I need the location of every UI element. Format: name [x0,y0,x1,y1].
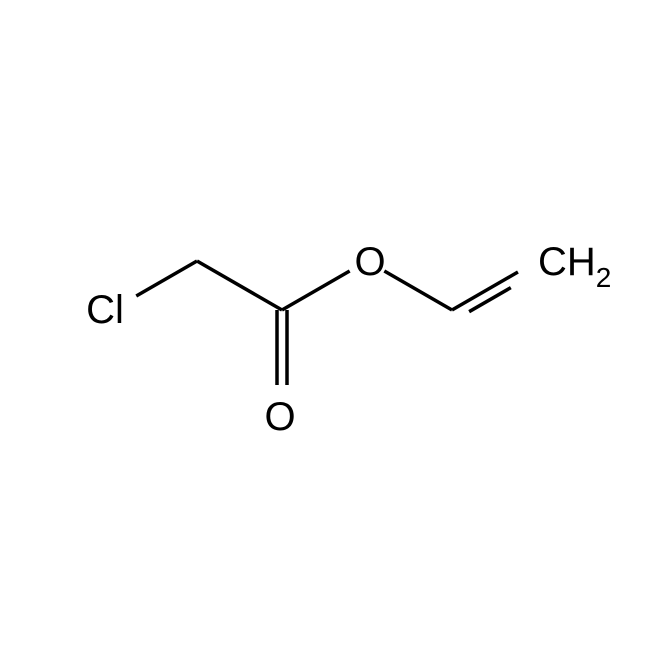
atom-o-ester: O [354,240,385,284]
bond-line [469,288,511,312]
atom-cl: Cl [86,288,124,332]
bond-line [197,261,282,310]
atom-o-carbonyl: O [264,395,295,439]
molecule-diagram: Cl O O CH2 [0,0,650,650]
bond-line [136,261,197,296]
bond-line [384,271,452,310]
bond-line [282,271,350,310]
atom-ch2: CH2 [538,240,611,293]
